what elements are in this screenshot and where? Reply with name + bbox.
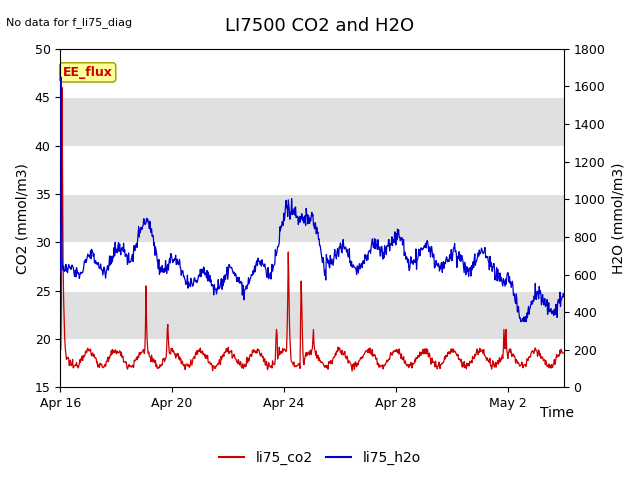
Bar bbox=[60, 194, 564, 242]
Text: EE_flux: EE_flux bbox=[63, 66, 113, 79]
Text: No data for f_li75_diag: No data for f_li75_diag bbox=[6, 17, 132, 28]
X-axis label: Time: Time bbox=[540, 406, 574, 420]
Y-axis label: CO2 (mmol/m3): CO2 (mmol/m3) bbox=[15, 163, 29, 274]
Bar bbox=[60, 97, 564, 145]
Legend: li75_co2, li75_h2o: li75_co2, li75_h2o bbox=[214, 445, 426, 471]
Y-axis label: H2O (mmol/m3): H2O (mmol/m3) bbox=[611, 162, 625, 274]
Bar bbox=[60, 291, 564, 339]
Text: LI7500 CO2 and H2O: LI7500 CO2 and H2O bbox=[225, 17, 415, 35]
